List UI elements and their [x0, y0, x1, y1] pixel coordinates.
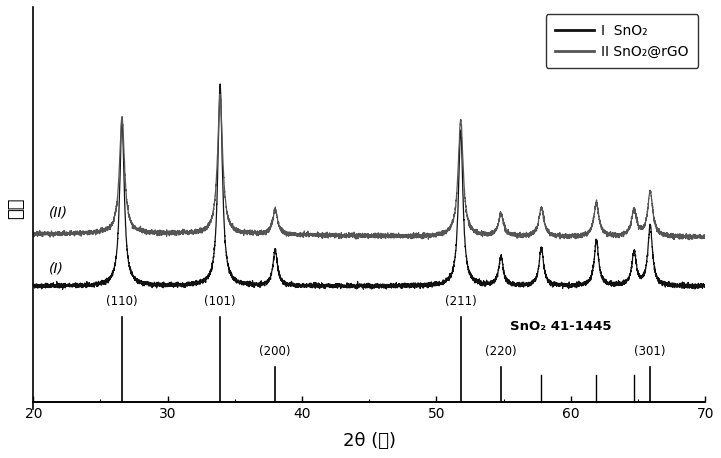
- Text: (II): (II): [50, 206, 68, 219]
- Text: (220): (220): [485, 345, 517, 358]
- Text: (200): (200): [260, 345, 291, 358]
- Text: (I): (I): [50, 261, 64, 275]
- Text: (101): (101): [204, 295, 236, 308]
- Legend: I  SnO₂, II SnO₂@rGO: I SnO₂, II SnO₂@rGO: [546, 14, 699, 68]
- X-axis label: 2θ (度): 2θ (度): [342, 432, 396, 450]
- Text: SnO₂ 41-1445: SnO₂ 41-1445: [510, 320, 612, 333]
- Text: (110): (110): [106, 295, 138, 308]
- Text: (301): (301): [634, 345, 666, 358]
- Y-axis label: 强度: 强度: [7, 197, 25, 219]
- Text: (211): (211): [445, 295, 477, 308]
